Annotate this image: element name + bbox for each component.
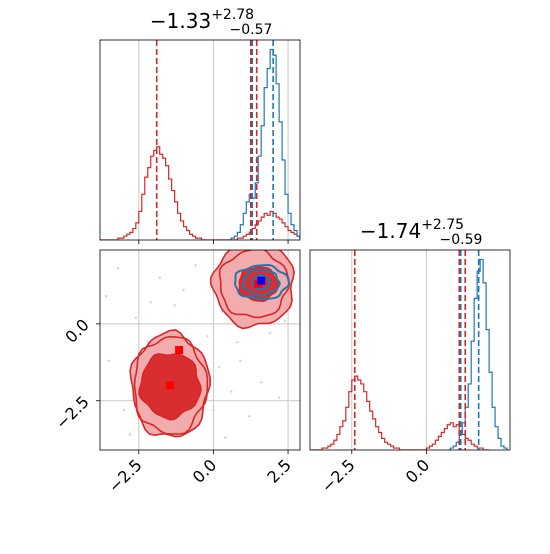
- joint-param1-param2-sample-point: [173, 304, 176, 307]
- hist-param1-title: −1.33+2.78: [150, 7, 254, 33]
- hist-param2-title: −1.74+2.75: [360, 217, 464, 243]
- joint-param1-param2-ytick-label: −2.5: [52, 392, 93, 433]
- hist-param1-red-histogram: [100, 146, 300, 240]
- joint-param1-param2-sample-point: [122, 408, 126, 412]
- joint-param1-param2-sample-point: [128, 433, 132, 436]
- joint-param1-param2-sample-point: [116, 267, 120, 270]
- joint-param1-param2-blue-contour: [241, 269, 281, 297]
- hist-param2-xtick-label: 0.0: [402, 455, 433, 486]
- hist-param1-title-value: −1.33: [150, 9, 211, 33]
- joint-param1-param2-sample-point: [182, 288, 185, 292]
- joint-param1-param2-plot-area: [100, 250, 300, 450]
- hist-param2-title-value: −1.74: [360, 219, 421, 243]
- joint-param1-param2-sample-point: [259, 381, 263, 384]
- joint-param1-param2-red-contour: [133, 335, 209, 435]
- hist-param2-title-upper: +2.75: [421, 217, 464, 233]
- joint-param1-param2-blue-contour: [234, 263, 290, 301]
- joint-param1-param2-red-marker: [175, 346, 184, 354]
- joint-param1-param2-sample-point: [104, 294, 108, 298]
- joint-param1-param2-sample-point: [134, 316, 138, 319]
- joint-param1-param2-sample-point: [194, 264, 197, 267]
- joint-param1-param2-sample-point: [236, 341, 239, 344]
- joint-param1-param2-sample-point: [239, 359, 242, 362]
- hist-param2-xtick-label: −2.5: [318, 455, 359, 496]
- joint-param1-param2-sample-point: [224, 436, 227, 439]
- joint-param1-param2-xtick-label: 0.0: [189, 455, 220, 486]
- joint-param1-param2-sample-point: [158, 276, 161, 279]
- joint-param1-param2-red-contour: [218, 250, 291, 319]
- hist-param2-red-histogram: [310, 375, 490, 450]
- joint-param1-param2-xtick-label: −2.5: [105, 455, 146, 496]
- joint-param1-param2-sample-point: [212, 408, 215, 412]
- joint-param1-param2-sample-point: [277, 396, 281, 399]
- joint-param1-param2-sample-point: [283, 319, 287, 322]
- joint-param1-param2-sample-point: [268, 331, 272, 335]
- joint-param1-param2-sample-point: [248, 414, 251, 418]
- joint-param1-param2-sample-point: [149, 301, 152, 304]
- joint-param1-param2-blue-contour: [250, 274, 272, 291]
- joint-param1-param2-blue-marker: [257, 276, 266, 285]
- hist-param2-frame: [309, 249, 511, 451]
- joint-param1-param2-red-marker: [166, 381, 175, 390]
- hist-param1-title-upper: +2.78: [211, 7, 254, 23]
- joint-param1-param2-ytick-label: 0.0: [61, 315, 92, 346]
- joint-param1-param2-frame: [99, 249, 301, 451]
- hist-param1-frame: [99, 39, 301, 241]
- hist-param1-title-lower: −0.57: [230, 22, 273, 38]
- joint-param1-param2-sample-point: [218, 365, 221, 369]
- joint-param1-param2-sample-point: [107, 359, 111, 362]
- hist-param2-blue-histogram: [447, 258, 508, 450]
- hist-param2-title-lower: −0.59: [440, 232, 483, 248]
- joint-param1-param2-sample-point: [230, 390, 233, 393]
- joint-param1-param2-xtick-label: 2.5: [263, 455, 294, 486]
- joint-param1-param2-sample-point: [206, 334, 209, 338]
- hist-param1-blue-histogram: [228, 48, 300, 240]
